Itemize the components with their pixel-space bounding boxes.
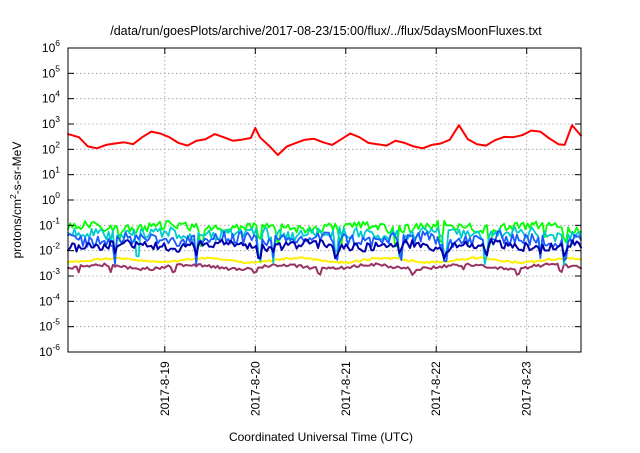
y-tick-exponent: -6 [52, 342, 60, 352]
y-tick-base: 10 [39, 345, 53, 359]
x-axis-label: Coordinated Universal Time (UTC) [229, 430, 413, 444]
x-tick-label: 2017-8-19 [158, 361, 172, 416]
series-line-2 [67, 226, 582, 266]
y-tick-base: 10 [39, 218, 53, 232]
grid-lines [68, 48, 581, 352]
y-tick-base: 10 [42, 117, 56, 131]
chart-title: /data/run/goesPlots/archive/2017-08-23/1… [110, 24, 542, 38]
y-axis-label-suffix: -s-sr-MeV [10, 142, 24, 195]
x-tick-label: 2017-8-22 [429, 361, 443, 416]
y-tick-base: 10 [39, 244, 53, 258]
y-tick-exponent: 2 [55, 139, 60, 149]
y-tick-exponent: 5 [55, 63, 60, 73]
y-axis-label: protons/cm2-s-sr-MeV [8, 142, 24, 259]
y-tick-exponent: -3 [52, 266, 60, 276]
y-tick-exponent: 3 [55, 114, 60, 124]
y-tick-label: 10-3 [39, 266, 60, 283]
y-tick-exponent: 6 [55, 38, 60, 48]
y-tick-label: 10-2 [39, 241, 60, 258]
y-tick-label: 104 [42, 89, 60, 106]
series-line-1 [67, 220, 582, 248]
y-tick-label: 10-1 [39, 215, 60, 232]
y-tick-exponent: -4 [52, 291, 60, 301]
y-tick-exponent: 4 [55, 89, 60, 99]
y-tick-exponent: -1 [52, 215, 60, 225]
x-tick-label: 2017-8-21 [339, 361, 353, 416]
y-tick-exponent: 0 [55, 190, 60, 200]
x-tick-label: 2017-8-20 [248, 361, 262, 416]
y-tick-base: 10 [39, 320, 53, 334]
y-tick-base: 10 [42, 193, 56, 207]
x-tick-label: 2017-8-23 [520, 361, 534, 416]
series-line-6 [67, 262, 582, 276]
y-tick-base: 10 [42, 66, 56, 80]
y-tick-label: 105 [42, 63, 60, 80]
y-tick-base: 10 [39, 294, 53, 308]
y-tick-label: 10-6 [39, 342, 60, 359]
y-tick-base: 10 [42, 168, 56, 182]
series-layer [67, 124, 582, 276]
y-tick-base: 10 [42, 142, 56, 156]
series-line-5 [67, 256, 582, 265]
y-tick-label: 101 [42, 165, 60, 182]
y-tick-base: 10 [42, 92, 56, 106]
y-tick-exponent: -2 [52, 241, 60, 251]
series-line-4 [67, 238, 582, 260]
y-axis-label-superscript: 2 [8, 194, 18, 199]
y-tick-label: 10-5 [39, 317, 60, 334]
y-tick-label: 103 [42, 114, 60, 131]
y-tick-exponent: 1 [55, 165, 60, 175]
y-tick-base: 10 [42, 41, 56, 55]
axes-layer: 10-610-510-410-310-210-11001011021031041… [39, 38, 581, 416]
y-axis-label-prefix: protons/cm [10, 199, 24, 258]
y-tick-label: 106 [42, 38, 60, 55]
y-tick-label: 10-4 [39, 291, 60, 308]
series-line-0 [67, 124, 582, 156]
y-tick-exponent: -5 [52, 317, 60, 327]
y-tick-label: 100 [42, 190, 60, 207]
y-tick-base: 10 [39, 269, 53, 283]
y-tick-label: 102 [42, 139, 60, 156]
